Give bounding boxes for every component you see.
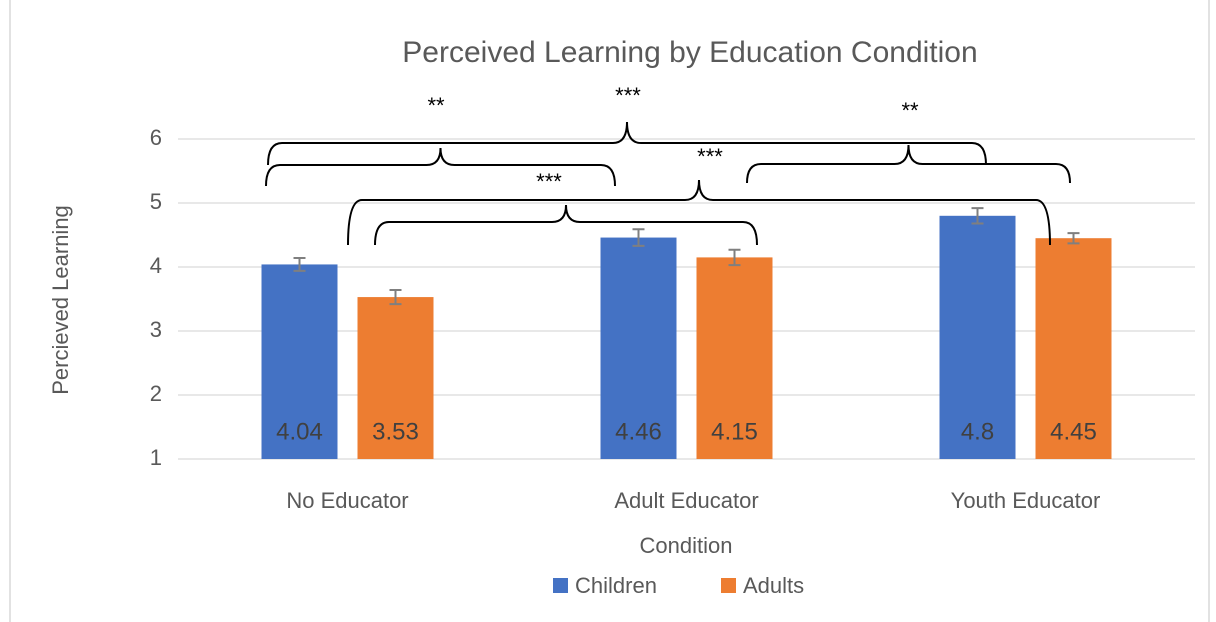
x-tick-label: Adult Educator (614, 488, 758, 513)
significance-label: *** (697, 144, 723, 169)
error-bar (728, 248, 741, 267)
bar (696, 257, 773, 459)
significance-brace (267, 121, 987, 166)
y-tick-label: 2 (150, 381, 162, 406)
error-bar (971, 207, 984, 225)
x-tick-label: No Educator (286, 488, 408, 513)
error-bar (632, 228, 645, 247)
data-label: 4.45 (1050, 418, 1097, 445)
significance-label: ** (901, 98, 919, 123)
data-label: 4.04 (276, 418, 323, 445)
y-tick-label: 1 (150, 445, 162, 470)
data-label: 3.53 (372, 418, 419, 445)
y-axis-label: Percieved Learning (48, 205, 73, 395)
significance-label: *** (536, 169, 562, 194)
y-tick-label: 6 (150, 125, 162, 150)
error-bar (1067, 232, 1080, 245)
data-label: 4.46 (615, 418, 662, 445)
legend-label: Children (575, 573, 657, 598)
x-tick-label: Youth Educator (951, 488, 1101, 513)
legend-label: Adults (743, 573, 804, 598)
bar (261, 264, 338, 459)
chart-title: Perceived Learning by Education Conditio… (402, 36, 977, 69)
legend-swatch (553, 578, 568, 593)
error-bar (389, 289, 402, 306)
data-label: 4.8 (961, 418, 994, 445)
bar (600, 237, 677, 459)
significance-label: *** (615, 83, 641, 108)
significance-brace (746, 144, 1071, 184)
bar (357, 297, 434, 459)
y-tick-label: 3 (150, 317, 162, 342)
significance-brace (265, 147, 616, 187)
y-tick-label: 5 (150, 189, 162, 214)
bar (939, 215, 1016, 459)
significance-brace (374, 204, 758, 246)
legend-swatch (721, 578, 736, 593)
significance-label: ** (427, 93, 445, 118)
data-label: 4.15 (711, 418, 758, 445)
significance-brace (347, 179, 1051, 246)
x-axis-label: Condition (640, 533, 733, 558)
bar (1035, 238, 1112, 459)
y-tick-label: 4 (150, 253, 162, 278)
error-bar (293, 257, 306, 272)
